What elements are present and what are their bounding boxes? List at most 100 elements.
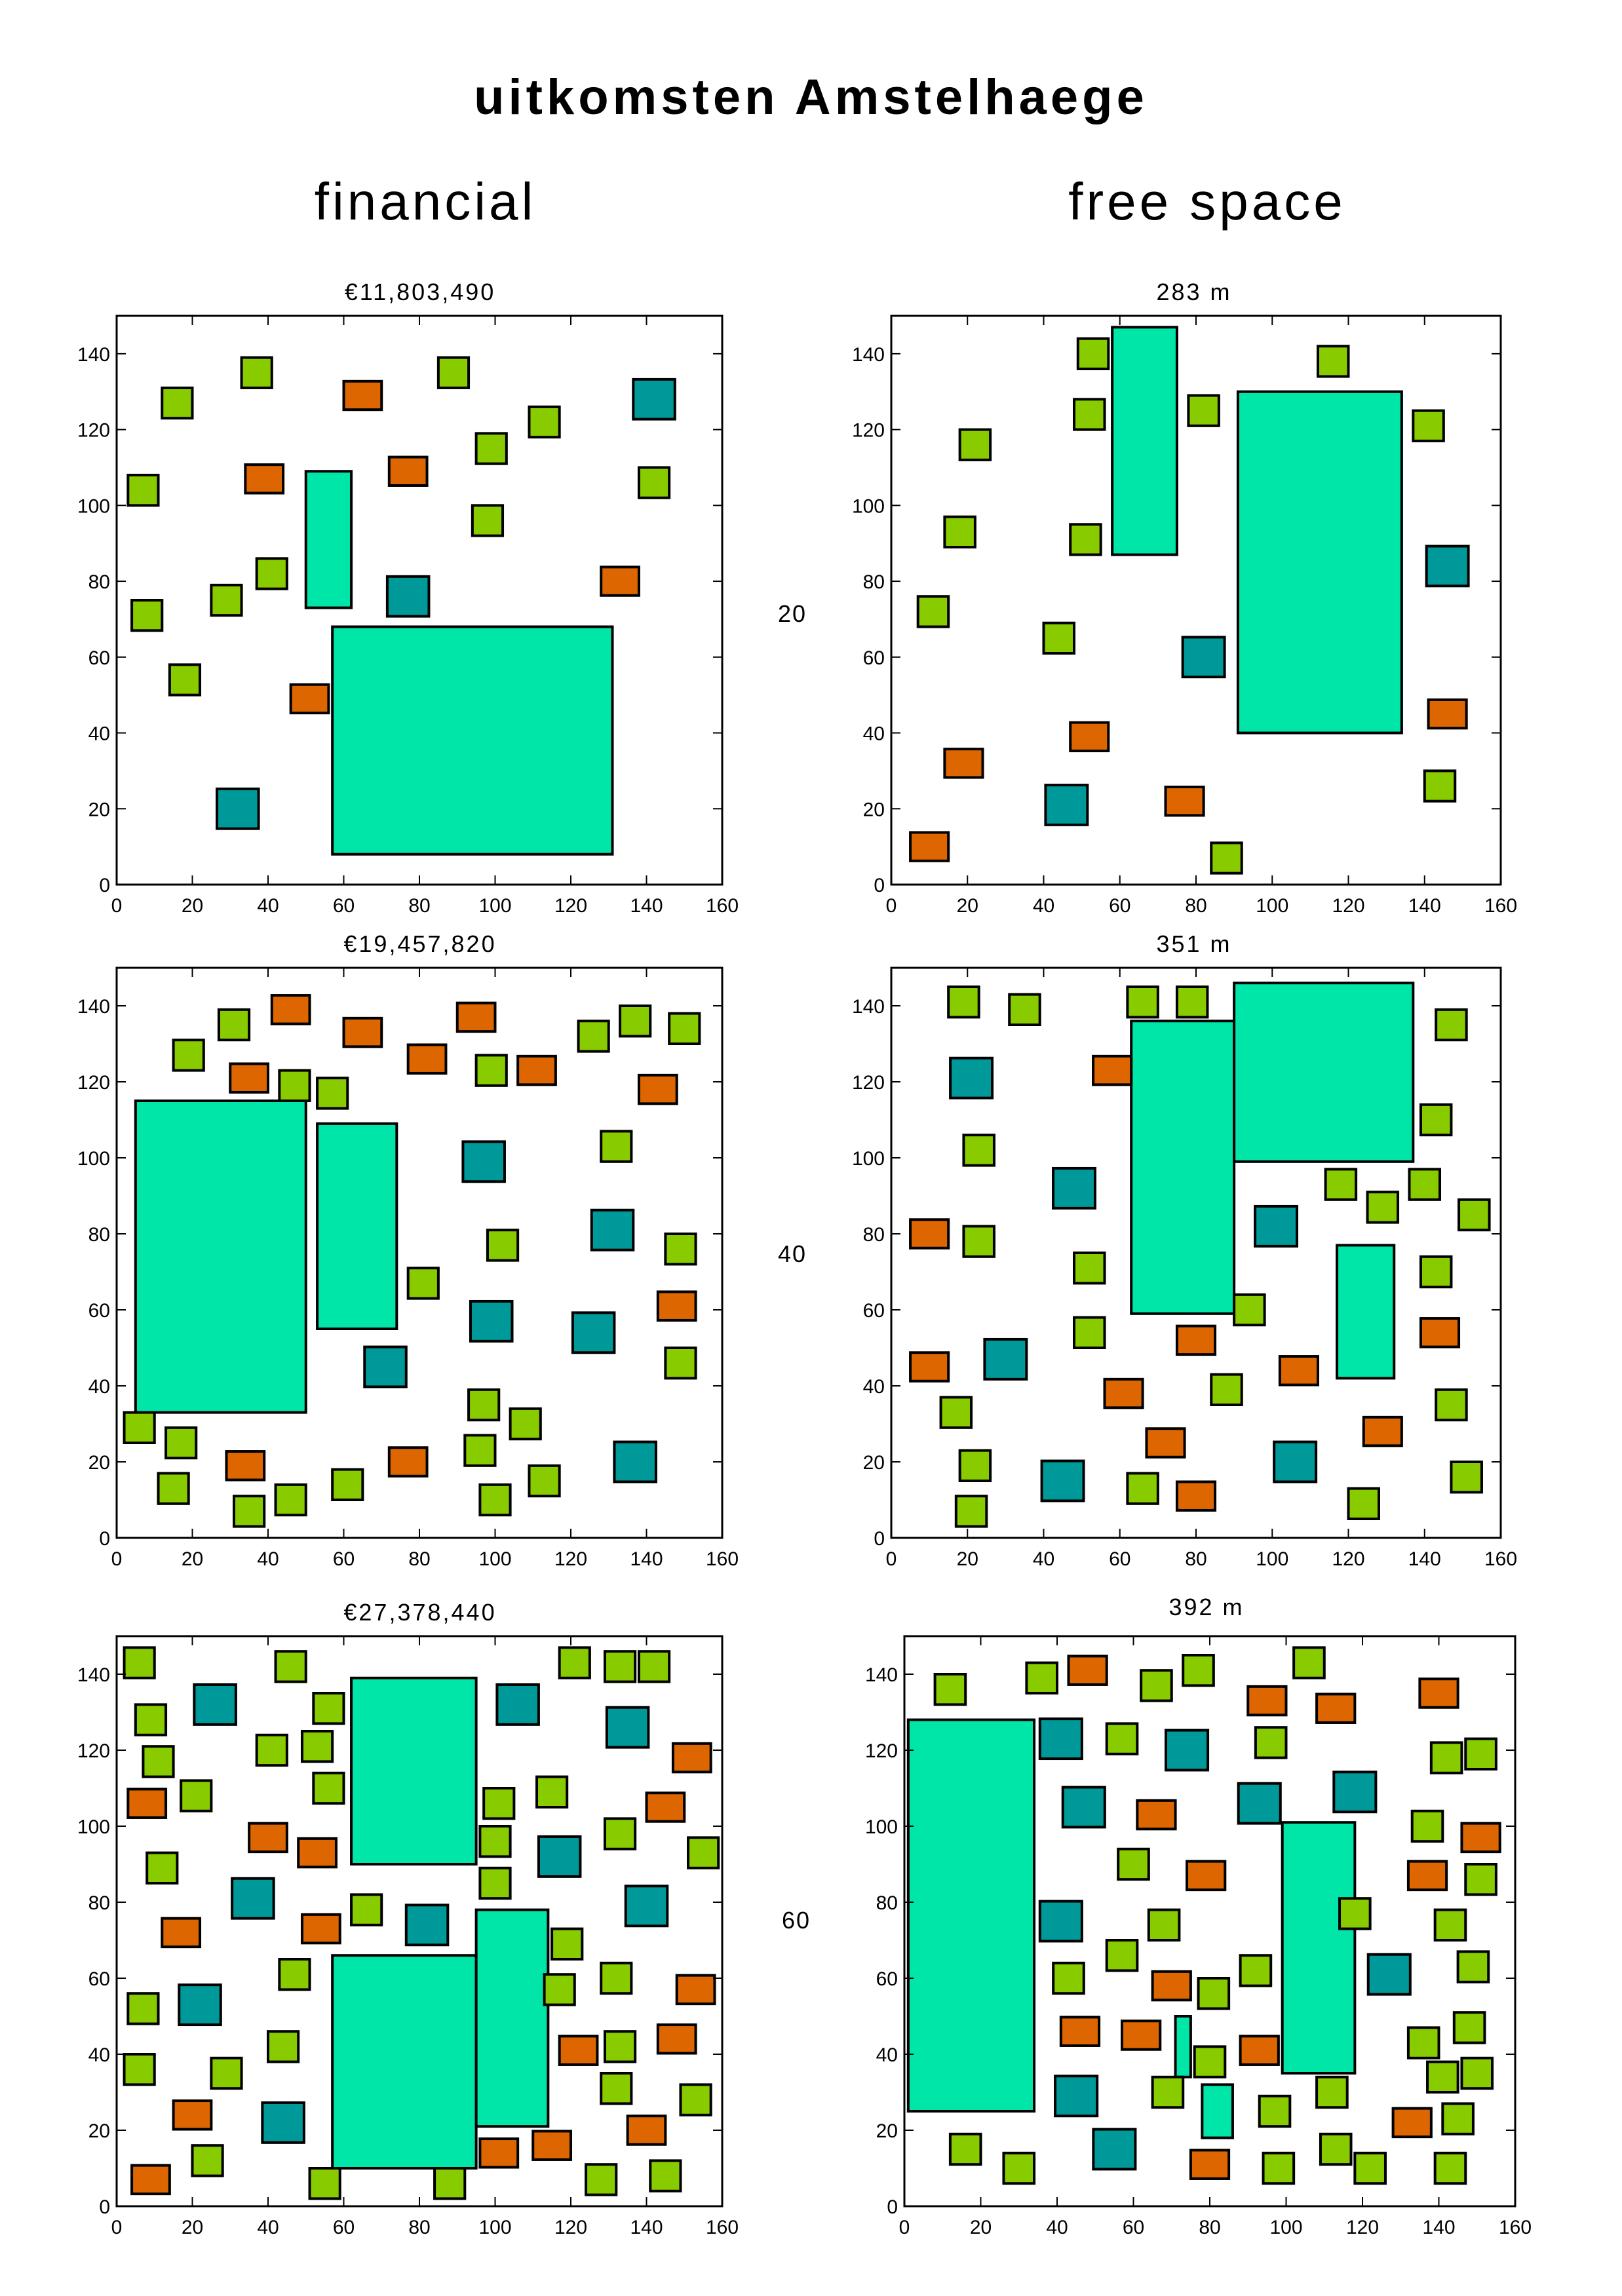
medium-house: [297, 1837, 338, 1869]
small-house: [1117, 1847, 1150, 1881]
panel-title-financial-20: €11,803,490: [344, 278, 496, 305]
y-tick-label: 20: [88, 1452, 110, 1474]
panel-title-financial-60: €27,378,440: [343, 1599, 497, 1626]
large-house: [632, 377, 676, 421]
small-house: [350, 1893, 383, 1926]
medium-house: [1315, 1693, 1357, 1724]
large-house: [1237, 1782, 1282, 1825]
small-house: [1182, 1654, 1215, 1687]
x-tick-label: 160: [706, 895, 739, 917]
small-house: [649, 2159, 682, 2192]
small-house: [1126, 1472, 1159, 1505]
small-house: [126, 474, 160, 507]
x-tick-label: 0: [886, 895, 897, 917]
water-body: [1130, 1020, 1236, 1315]
large-house: [1165, 1729, 1210, 1772]
medium-house: [600, 565, 640, 597]
small-house: [274, 1483, 307, 1517]
small-house: [1452, 2011, 1486, 2044]
panel-5: 0 20 40 60 80 100 120 140 160 0 20 40 60 80 100 120 140: [865, 1635, 1532, 2238]
small-house: [1002, 2151, 1036, 2185]
small-house: [172, 1039, 205, 1072]
medium-house: [1278, 1355, 1319, 1387]
small-house: [1441, 2102, 1475, 2135]
x-tick-label: 100: [478, 895, 511, 917]
column-title-financial: financial: [314, 172, 537, 231]
medium-house: [270, 994, 311, 1025]
y-tick-label: 0: [99, 2196, 110, 2218]
large-house: [1425, 545, 1470, 588]
medium-house: [225, 1450, 266, 1482]
x-tick-label: 20: [182, 895, 203, 917]
medium-house: [1136, 1799, 1177, 1831]
small-house: [1366, 1191, 1400, 1224]
small-house: [278, 1069, 311, 1102]
water-body: [1336, 1244, 1396, 1380]
small-house: [1239, 1954, 1273, 1987]
x-tick-label: 60: [333, 2217, 355, 2238]
small-house: [1126, 985, 1159, 1019]
small-house: [486, 1229, 520, 1262]
medium-house: [1092, 1054, 1133, 1086]
medium-house: [656, 2023, 697, 2055]
x-tick-label: 120: [554, 1548, 587, 1570]
small-house: [1151, 2075, 1185, 2109]
small-house: [217, 1008, 251, 1042]
y-tick-label: 140: [77, 344, 110, 366]
medium-house: [1151, 1970, 1192, 2002]
y-tick-label: 40: [863, 1376, 885, 1398]
x-tick-label: 100: [478, 1548, 511, 1570]
medium-house: [1460, 1822, 1501, 1854]
y-tick-label: 80: [88, 571, 110, 593]
x-tick-label: 60: [333, 1548, 355, 1570]
y-tick-label: 20: [863, 799, 885, 820]
small-house: [436, 356, 471, 389]
small-house: [474, 1054, 508, 1087]
water-body: [331, 625, 614, 856]
medium-house: [943, 748, 984, 779]
small-house: [1464, 1737, 1497, 1771]
medium-house: [645, 1791, 686, 1823]
small-house: [535, 1775, 569, 1809]
small-house: [603, 1650, 637, 1683]
small-house: [1338, 1897, 1372, 1930]
x-tick-label: 120: [1346, 2217, 1379, 2238]
small-house: [312, 1692, 345, 1725]
large-house: [216, 787, 260, 830]
y-tick-label: 60: [88, 647, 110, 669]
y-tick-label: 60: [876, 1968, 898, 1990]
x-tick-label: 120: [554, 2217, 587, 2238]
small-house: [1187, 394, 1220, 427]
small-house: [1105, 1722, 1139, 1755]
x-tick-label: 120: [1332, 895, 1364, 917]
small-house: [123, 1411, 156, 1445]
small-house: [123, 1646, 156, 1679]
x-tick-label: 0: [899, 2217, 910, 2238]
y-tick-label: 20: [88, 2120, 110, 2142]
y-tick-label: 0: [99, 1528, 110, 1550]
small-house: [1317, 345, 1350, 378]
small-house: [474, 432, 508, 465]
small-house: [331, 1468, 364, 1502]
y-tick-label: 80: [88, 1892, 110, 1914]
small-house: [1435, 1008, 1468, 1042]
small-house: [1069, 523, 1102, 556]
y-tick-label: 40: [863, 723, 885, 745]
y-tick-label: 80: [88, 1224, 110, 1246]
small-house: [134, 1703, 168, 1736]
medium-house: [531, 2130, 572, 2161]
y-tick-label: 60: [863, 1300, 885, 1322]
panel-title-free-space-40: 351 m: [1156, 930, 1232, 957]
small-house: [123, 2053, 156, 2086]
small-house: [948, 2132, 982, 2166]
small-house: [478, 1866, 512, 1900]
x-tick-label: 60: [1109, 895, 1130, 917]
y-tick-label: 20: [876, 2120, 898, 2142]
small-house: [600, 2072, 633, 2105]
large-house: [231, 1877, 275, 1920]
medium-house: [1418, 1677, 1459, 1709]
large-house: [178, 1983, 222, 2027]
small-house: [478, 1825, 512, 1858]
small-house: [619, 1004, 652, 1038]
medium-house: [130, 2164, 171, 2196]
